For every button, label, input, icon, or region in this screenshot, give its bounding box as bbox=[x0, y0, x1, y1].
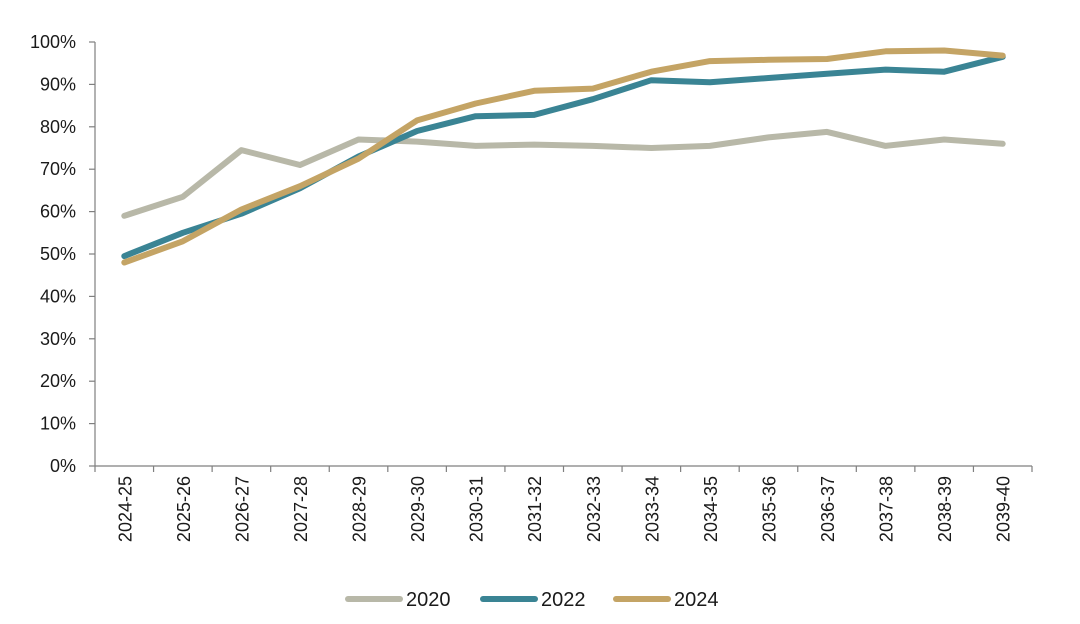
legend: 2020 2022 2024 bbox=[345, 589, 719, 611]
x-tick-label: 2030-31 bbox=[467, 476, 487, 542]
x-axis-ticks: 2024-25 2025-26 2026-27 2027-28 2028-29 2029-… bbox=[94, 466, 1033, 542]
x-tick-label: 2033-34 bbox=[642, 476, 662, 542]
x-tick-label: 2025-26 bbox=[174, 476, 194, 542]
x-tick-label: 2032-33 bbox=[584, 476, 604, 542]
x-tick-label: 2037-38 bbox=[877, 476, 897, 542]
x-tick-label: 2028-29 bbox=[350, 476, 370, 542]
x-tick-label: 2035-36 bbox=[759, 476, 779, 542]
x-tick-label: 2029-30 bbox=[408, 476, 428, 542]
y-tick-label: 20% bbox=[40, 371, 76, 391]
legend-label-2020: 2020 bbox=[406, 589, 451, 611]
y-tick-label: 100% bbox=[30, 32, 76, 52]
y-tick-label: 60% bbox=[40, 202, 76, 222]
x-tick-label: 2024-25 bbox=[115, 476, 135, 542]
series-line-2020 bbox=[121, 128, 1006, 219]
series-line-2024 bbox=[121, 47, 1006, 266]
x-tick-label: 2027-28 bbox=[291, 476, 311, 542]
y-tick-label: 70% bbox=[40, 159, 76, 179]
x-tick-label: 2036-37 bbox=[818, 476, 838, 542]
y-tick-label: 40% bbox=[40, 286, 76, 306]
y-axis-ticks: 0% 10% 20% 30% 40% 50% 60% 70% 80% 90% 100% bbox=[30, 32, 95, 476]
legend-label-2024: 2024 bbox=[674, 589, 719, 611]
y-tick-label: 30% bbox=[40, 329, 76, 349]
x-tick-label: 2031-32 bbox=[525, 476, 545, 542]
x-tick-label: 2038-39 bbox=[935, 476, 955, 542]
y-tick-label: 10% bbox=[40, 414, 76, 434]
y-tick-label: 50% bbox=[40, 244, 76, 264]
y-tick-label: 0% bbox=[50, 456, 76, 476]
x-tick-label: 2039-40 bbox=[994, 476, 1014, 542]
legend-label-2022: 2022 bbox=[541, 589, 586, 611]
x-tick-label: 2034-35 bbox=[701, 476, 721, 542]
x-tick-label: 2026-27 bbox=[232, 476, 252, 542]
series-lines bbox=[121, 47, 1006, 266]
y-tick-label: 90% bbox=[40, 74, 76, 94]
y-tick-label: 80% bbox=[40, 117, 76, 137]
